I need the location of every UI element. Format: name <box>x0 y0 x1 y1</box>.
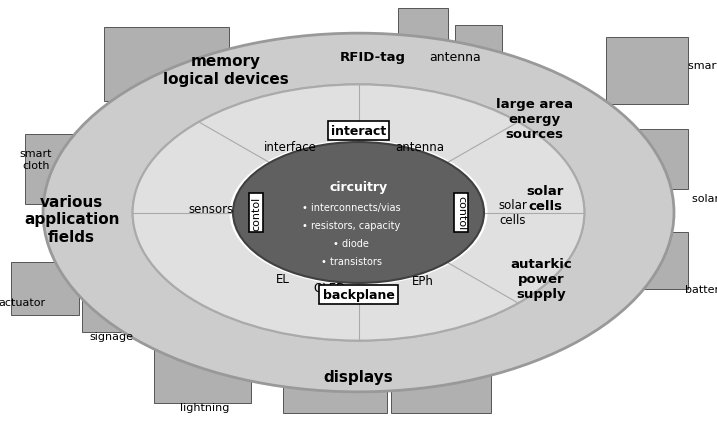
FancyBboxPatch shape <box>455 26 502 66</box>
Text: large area
energy
sources: large area energy sources <box>495 98 573 141</box>
FancyBboxPatch shape <box>154 332 251 403</box>
Text: sensors: sensors <box>189 202 234 215</box>
Ellipse shape <box>43 34 674 392</box>
Text: battery: battery <box>685 285 717 295</box>
Text: interface: interface <box>264 141 317 153</box>
Text: EPh: EPh <box>412 275 434 288</box>
Text: various
application
fields: various application fields <box>24 195 120 244</box>
Text: lightning: lightning <box>180 402 229 412</box>
Text: RFID-tag: RFID-tag <box>340 51 406 64</box>
Ellipse shape <box>233 143 484 283</box>
Text: EL: EL <box>276 273 290 285</box>
Text: OLED: OLED <box>314 281 346 294</box>
FancyBboxPatch shape <box>82 281 154 332</box>
Text: antenna: antenna <box>395 141 444 153</box>
FancyBboxPatch shape <box>398 9 448 58</box>
FancyBboxPatch shape <box>606 130 688 190</box>
Text: • transistors: • transistors <box>320 256 382 266</box>
Text: solar cell: solar cell <box>692 193 717 203</box>
Text: antenna: antenna <box>429 51 481 64</box>
Text: • interconnects/vias: • interconnects/vias <box>302 202 401 212</box>
Text: • resistors, capacity: • resistors, capacity <box>302 220 401 230</box>
Text: displays: displays <box>323 369 394 385</box>
Text: memory
logical devices: memory logical devices <box>163 54 289 86</box>
Text: signage: signage <box>89 331 133 342</box>
FancyBboxPatch shape <box>391 354 491 413</box>
FancyBboxPatch shape <box>25 134 93 204</box>
Text: smart
cloth: smart cloth <box>19 149 52 170</box>
FancyBboxPatch shape <box>104 28 229 102</box>
FancyBboxPatch shape <box>606 232 688 290</box>
Ellipse shape <box>133 85 584 341</box>
Ellipse shape <box>229 141 488 285</box>
FancyBboxPatch shape <box>283 354 387 413</box>
Text: contol: contol <box>456 196 466 230</box>
Ellipse shape <box>133 85 584 341</box>
Text: solar
cells: solar cells <box>498 199 527 227</box>
Text: circuitry: circuitry <box>329 181 388 194</box>
FancyBboxPatch shape <box>11 262 79 315</box>
Text: contol: contol <box>251 196 261 230</box>
Text: interact: interact <box>331 125 386 138</box>
Text: solar
cells: solar cells <box>526 184 564 212</box>
FancyBboxPatch shape <box>606 38 688 104</box>
Text: autarkic
power
supply: autarkic power supply <box>511 258 572 300</box>
Text: smart tag: smart tag <box>688 61 717 71</box>
Text: backplane: backplane <box>323 288 394 301</box>
Text: actuator: actuator <box>0 297 45 308</box>
Text: • diode: • diode <box>333 238 369 248</box>
